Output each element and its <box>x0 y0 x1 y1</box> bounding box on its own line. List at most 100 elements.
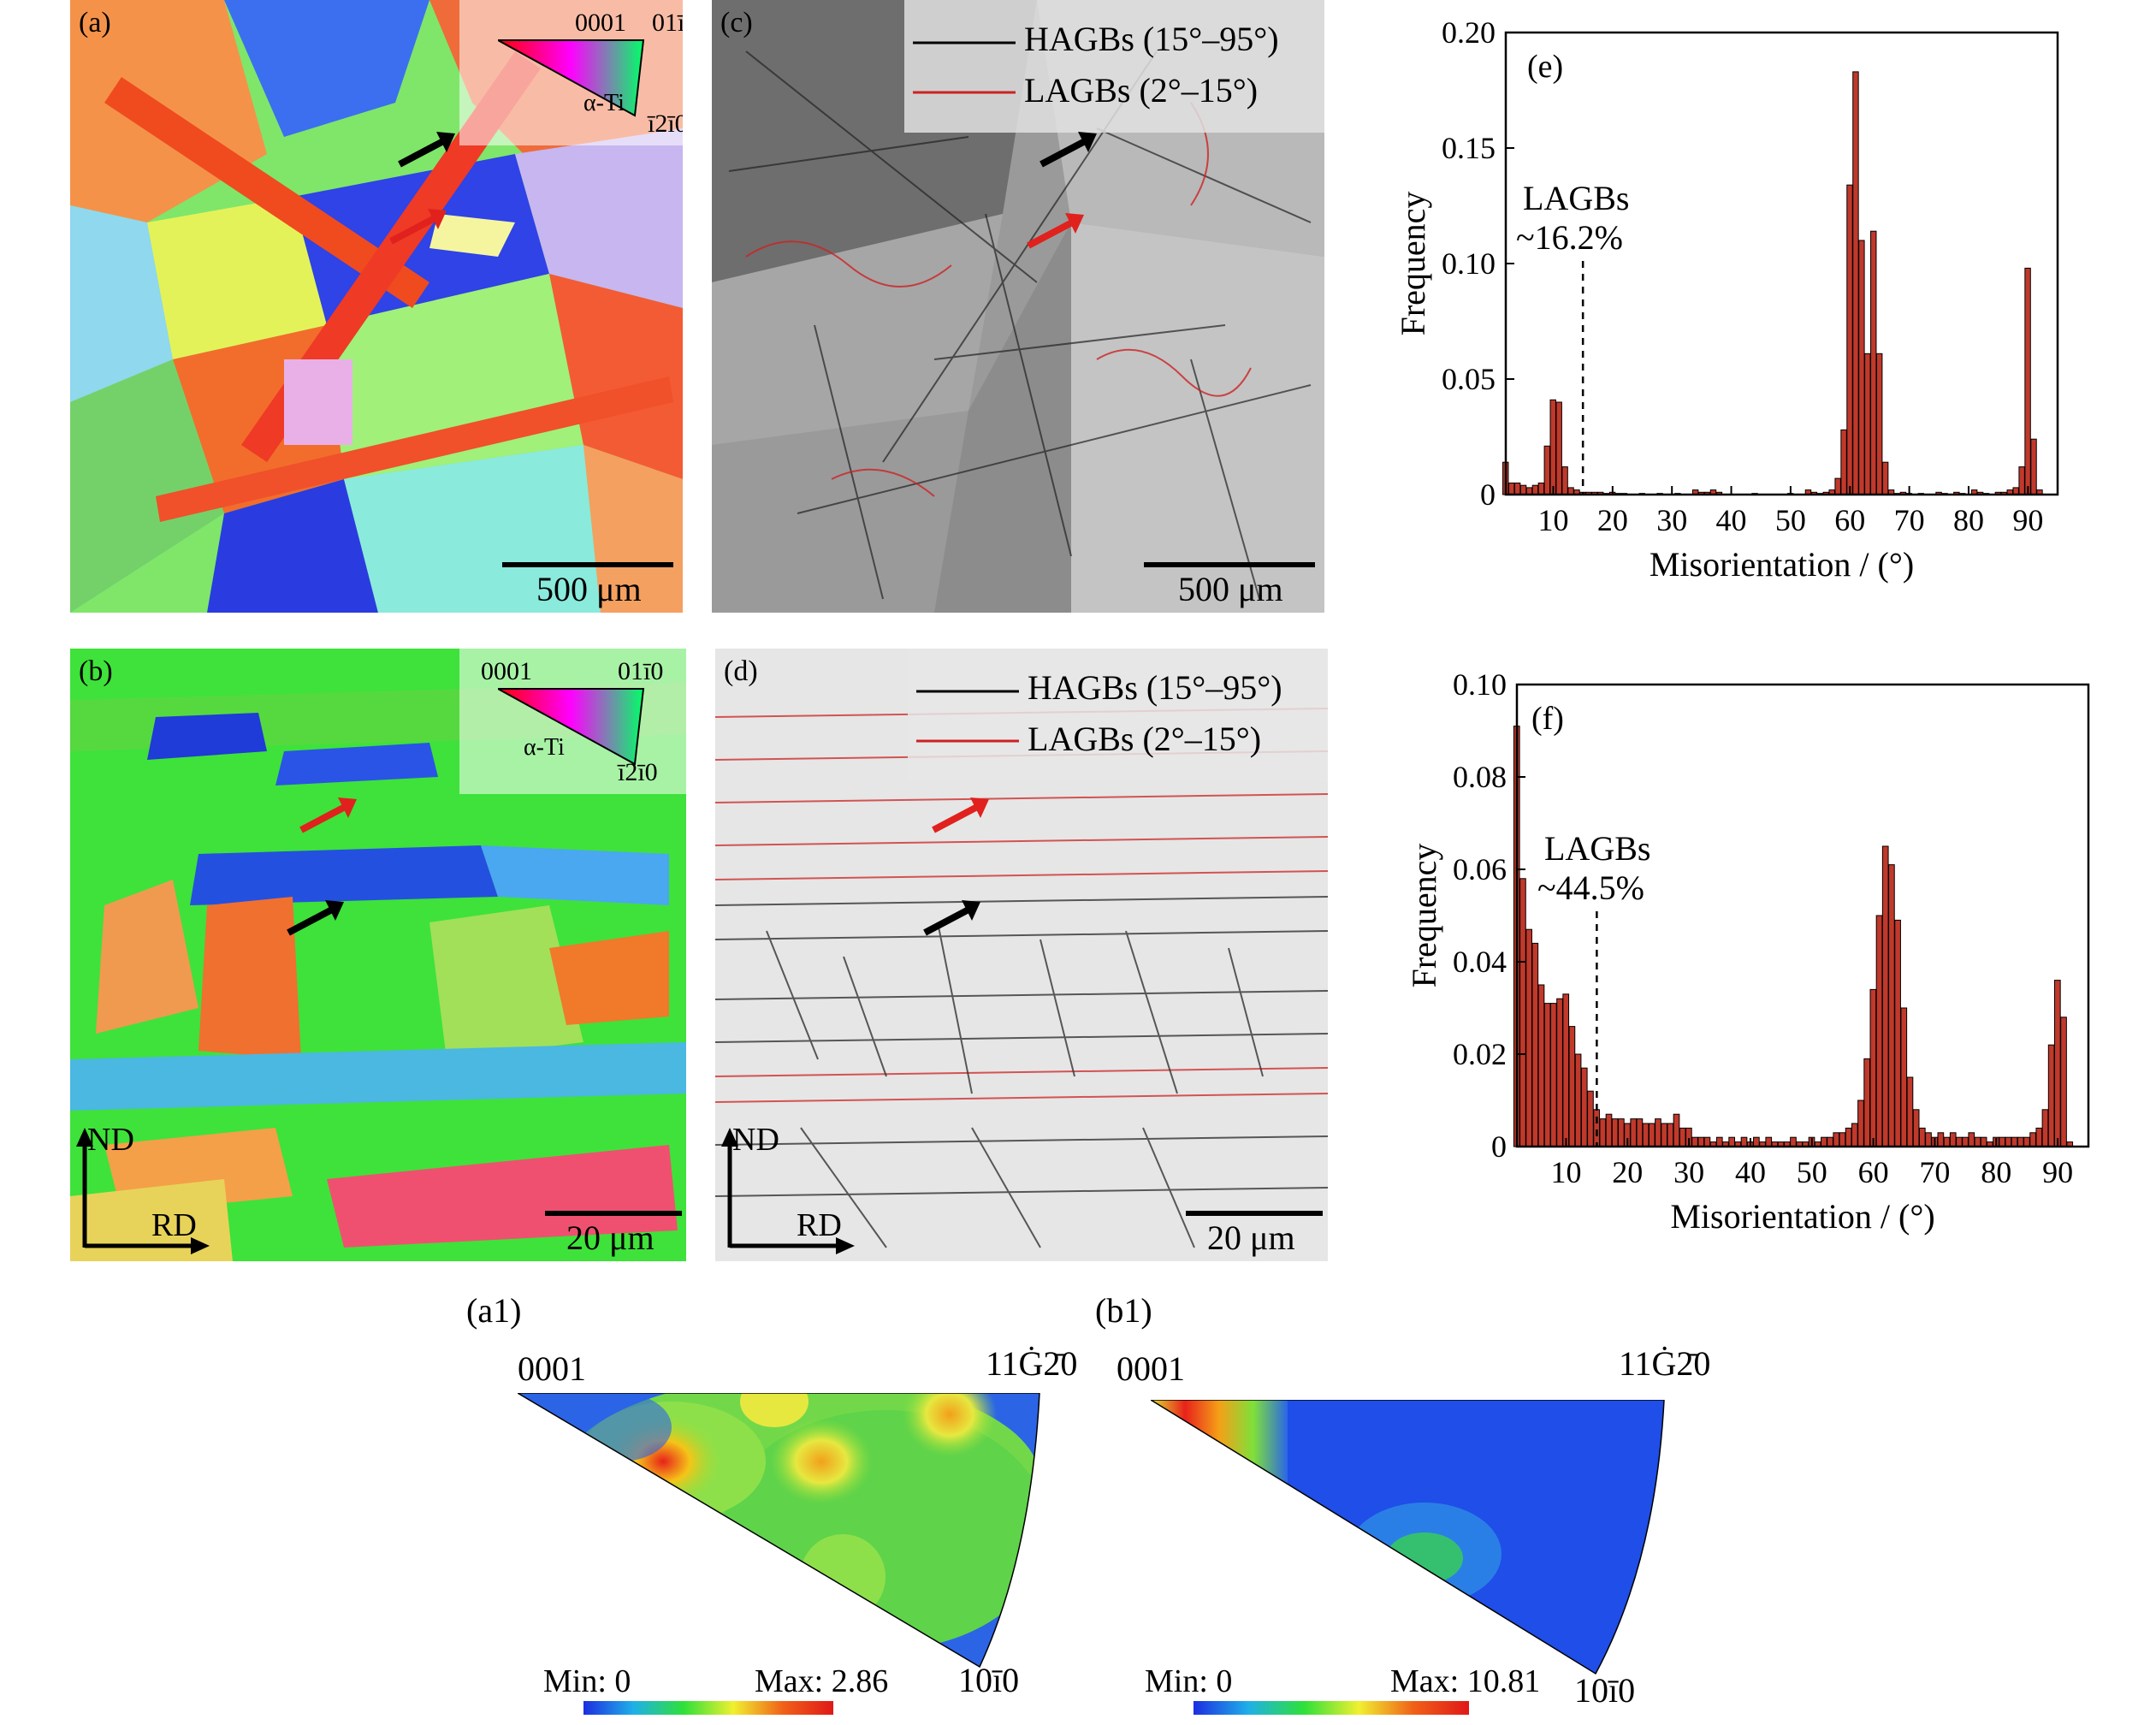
annotation-percent: ~16.2% <box>1516 218 1623 257</box>
histogram-bar <box>1962 1136 1969 1147</box>
histogram-bar <box>1531 942 1539 1147</box>
ipf-key-a-phase: α-Ti <box>583 90 625 116</box>
histogram-bar <box>1870 230 1877 495</box>
histogram-bar <box>1550 1003 1557 1147</box>
histogram-bar <box>1834 477 1841 495</box>
arrow-black-a <box>398 132 455 168</box>
x-tick-label: 90 <box>2042 1155 2073 1189</box>
legend-swatches-c <box>913 41 1016 94</box>
axis-nd-b: ND <box>87 1122 134 1158</box>
ipf-key-b-c3: ī2ī0 <box>618 758 658 786</box>
x-tick-label: 70 <box>1894 503 1925 537</box>
histogram-bar <box>2041 1109 2049 1147</box>
histogram-bar <box>1599 1118 1607 1147</box>
histogram-bar <box>1549 399 1556 495</box>
arrow-black-c <box>1040 132 1097 168</box>
histogram-bar <box>1827 1136 1833 1147</box>
ipf-b1: (b1) 0001 11Ġ2̄0 Min: 0 Max: 10.81 10ī0 <box>1095 1290 1745 1718</box>
histogram-bar <box>1562 993 1570 1147</box>
misorientation-chart-e: 10 20 30 40 50 60 70 80 90 0 0.05 0.10 0.15 0.20 Misor… <box>1394 15 2059 584</box>
y-axis-label: Frequency <box>1394 192 1432 336</box>
histogram-bar <box>1655 1118 1661 1147</box>
histogram-bar <box>1513 483 1521 495</box>
histogram-bar <box>1587 1090 1594 1147</box>
histogram-bar <box>1593 1109 1600 1147</box>
ipf-a1-c3: 10ī0 <box>958 1661 1020 1699</box>
annotation-lagbs: LAGBs <box>1523 179 1629 217</box>
arrow-red-a <box>389 209 447 245</box>
ipf-b1-min: Min: 0 <box>1145 1663 1233 1699</box>
y-axis-label: Frequency <box>1405 844 1443 988</box>
histogram-bar <box>1679 1127 1686 1147</box>
histogram-bar <box>2024 267 2031 495</box>
histogram-bar <box>1543 445 1551 495</box>
histogram-bar <box>1845 1127 1852 1147</box>
legend-hagb-d: HAGBs (15°–95°) <box>1028 668 1282 707</box>
ipf-key-b-phase: α-Ti <box>524 734 565 761</box>
histogram-bar <box>1925 1132 1932 1147</box>
histogram-bar <box>1999 1136 2006 1147</box>
histogram-bar <box>1864 353 1871 495</box>
arrow-black-b <box>287 900 344 936</box>
boundary-map-c: HAGBs (15°–95°) LAGBs (2°–15°) (c) 500 μ… <box>712 0 1324 613</box>
ipf-map-b: 0001 01ī0 α-Ti ī2ī0 (b) ND RD 20 μm <box>70 649 686 1261</box>
y-tick-label: 0 <box>1491 1129 1507 1164</box>
x-tick-label: 40 <box>1735 1155 1766 1189</box>
y-tick-label: 0.15 <box>1442 131 1496 165</box>
histogram-bar <box>1869 988 1877 1147</box>
histogram-bar <box>1840 429 1847 495</box>
histogram-bar <box>1846 184 1853 495</box>
legend-lagb-c: LAGBs (2°–15°) <box>1024 71 1259 110</box>
x-axis-label: Misorientation / (°) <box>1670 1197 1934 1236</box>
histogram-bar <box>1918 1127 1926 1147</box>
histogram-bar <box>1881 461 1889 495</box>
x-tick-label: 40 <box>1716 503 1747 537</box>
panel-c-label: (c) <box>720 7 753 39</box>
panel-d-label: (d) <box>724 655 758 687</box>
histogram-bar <box>1537 984 1545 1147</box>
histogram-bar <box>1630 1118 1638 1147</box>
ipf-b1-max: Max: 10.81 <box>1390 1663 1541 1699</box>
ipf-b1-c2: 11Ġ2̄0 <box>1619 1344 1711 1383</box>
x-tick-label: 20 <box>1597 503 1628 537</box>
boundary-map-d: HAGBs (15°–95°) LAGBs (2°–15°) (d) ND RD… <box>715 649 1328 1261</box>
histogram-bar <box>2029 1132 2036 1147</box>
histogram-bar <box>1875 915 1883 1147</box>
histogram-bar <box>2053 980 2061 1147</box>
histogram-bar <box>1667 1123 1674 1147</box>
histogram-bar <box>1703 1136 1711 1147</box>
ipf-a1-c2: 11Ġ2̄0 <box>986 1344 1078 1383</box>
histogram-bar <box>1611 1118 1619 1147</box>
histogram-bar <box>1821 1136 1827 1147</box>
histogram-bar <box>2060 1017 2067 1147</box>
axis-nd-d: ND <box>732 1122 779 1158</box>
histogram-bar <box>1790 1136 1797 1147</box>
histogram-bar <box>1543 1003 1551 1147</box>
ipf-b1-label: (b1) <box>1095 1291 1152 1330</box>
x-tick-label: 90 <box>2012 503 2043 537</box>
histogram-bar <box>2011 1136 2018 1147</box>
scalebar-b <box>545 1211 682 1216</box>
panel-a-label: (a) <box>79 7 111 39</box>
histogram-bar <box>2035 1127 2043 1147</box>
scalebar-a <box>502 562 673 567</box>
scalebar-d <box>1186 1211 1323 1216</box>
histogram-bar <box>2018 466 2025 495</box>
histogram-bar <box>1561 466 1568 495</box>
histogram-bar <box>1881 845 1889 1147</box>
scale-text-a: 500 μm <box>536 570 642 608</box>
histogram-bar <box>1636 1118 1644 1147</box>
ipf-b1-c1: 0001 <box>1116 1349 1185 1388</box>
plot-frame <box>1515 683 2090 1148</box>
histogram-bar <box>1765 1136 1773 1147</box>
histogram-bar <box>1574 1053 1582 1147</box>
x-tick-label: 70 <box>1919 1155 1950 1189</box>
y-tick-label: 0.06 <box>1453 852 1507 886</box>
y-tick-label: 0 <box>1480 477 1496 512</box>
histogram-bar <box>1715 1136 1723 1147</box>
y-tick-label: 0.05 <box>1442 362 1496 396</box>
histogram-bar <box>1525 928 1532 1147</box>
plot-frame <box>1504 31 2059 496</box>
histogram-bar <box>1974 1136 1981 1147</box>
histogram-bar <box>1673 1113 1680 1147</box>
